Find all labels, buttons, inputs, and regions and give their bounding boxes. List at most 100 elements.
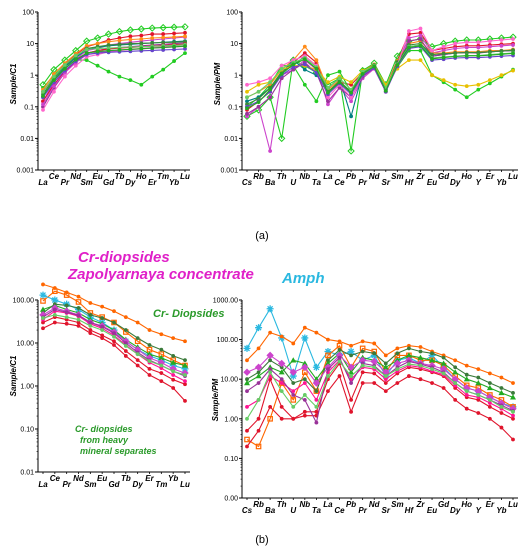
data-point (161, 45, 166, 50)
data-point (41, 94, 45, 98)
y-tick-label: 0.10 (20, 427, 34, 434)
data-point (245, 111, 249, 116)
data-point (464, 406, 469, 411)
data-point (183, 34, 187, 39)
series-line (245, 346, 515, 395)
data-point (112, 331, 116, 335)
data-point (255, 373, 262, 379)
data-point (372, 381, 377, 385)
data-point (372, 371, 377, 376)
data-point (453, 398, 458, 402)
x-tick-label: Lu (180, 172, 190, 181)
x-tick-label: Nd (73, 474, 85, 483)
data-point (84, 58, 89, 63)
data-point (171, 377, 176, 382)
data-point (172, 59, 176, 63)
data-point (137, 25, 146, 33)
data-point (104, 30, 113, 38)
data-point (245, 95, 249, 100)
y-tick-label: 1.00 (224, 416, 238, 423)
panel-label-b: (b) (255, 534, 268, 546)
series-path (246, 327, 514, 384)
data-point (135, 336, 140, 341)
y-tick-label: 0.10 (224, 456, 238, 463)
data-point (63, 292, 70, 298)
data-point (337, 359, 342, 364)
data-point (418, 33, 423, 38)
data-point (349, 374, 353, 378)
y-tick-label: 0.1 (228, 104, 238, 111)
data-point (245, 416, 249, 421)
data-point (418, 37, 423, 41)
data-point (302, 409, 307, 414)
data-point (464, 84, 469, 89)
data-point (337, 374, 342, 378)
x-tick-label: Y (476, 178, 482, 187)
data-point (100, 333, 105, 338)
series-line (41, 44, 187, 107)
data-point (100, 324, 105, 329)
data-point (337, 347, 342, 352)
data-point (128, 37, 133, 42)
data-point (150, 32, 155, 36)
data-point (159, 366, 164, 371)
data-point (349, 95, 353, 100)
data-point (407, 36, 411, 40)
data-point (268, 330, 273, 335)
data-point (453, 386, 458, 390)
data-point (314, 389, 319, 394)
x-tick-label: Zr (415, 172, 425, 181)
data-point (62, 63, 67, 67)
x-tick-label: Ce (49, 172, 60, 181)
data-point (349, 80, 353, 85)
data-point (418, 345, 423, 349)
series-line (245, 374, 515, 449)
series-line (245, 325, 515, 385)
data-point (511, 48, 515, 53)
x-tick-label: Ho (461, 172, 472, 181)
x-tick-label: Sm (80, 178, 92, 187)
data-point (487, 49, 492, 54)
data-point (349, 99, 353, 104)
data-point (347, 348, 355, 356)
data-point (117, 42, 122, 47)
data-point (349, 409, 353, 414)
data-point (52, 313, 57, 317)
data-point (314, 58, 319, 63)
data-point (62, 66, 67, 71)
data-point (349, 343, 353, 348)
data-point (407, 29, 411, 33)
data-point (302, 67, 307, 72)
data-point (100, 316, 105, 320)
data-point (245, 99, 249, 104)
y-tick-label: 1000.00 (213, 298, 238, 305)
data-point (348, 369, 355, 375)
data-point (453, 381, 458, 385)
data-point (291, 393, 296, 397)
data-point (41, 326, 45, 331)
data-point (256, 381, 261, 385)
x-tick-label: Yb (496, 178, 506, 187)
data-point (511, 416, 515, 421)
data-point (383, 381, 388, 385)
data-point (170, 23, 178, 31)
data-point (464, 372, 469, 377)
data-point (266, 93, 274, 101)
data-point (337, 339, 342, 344)
data-point (326, 99, 330, 104)
data-point (245, 428, 249, 433)
x-tick-label: La (323, 172, 333, 181)
x-tick-label: Rb (253, 500, 264, 509)
data-point (395, 346, 400, 351)
data-point (268, 358, 273, 363)
x-tick-label: Lu (508, 172, 518, 181)
data-point (302, 44, 307, 49)
data-point (181, 365, 189, 373)
data-point (499, 52, 504, 57)
data-point (146, 351, 153, 357)
y-tick-label: 100.00 (217, 337, 239, 344)
data-point (255, 443, 262, 450)
data-point (360, 370, 365, 375)
data-point (183, 51, 187, 56)
data-point (123, 341, 128, 345)
